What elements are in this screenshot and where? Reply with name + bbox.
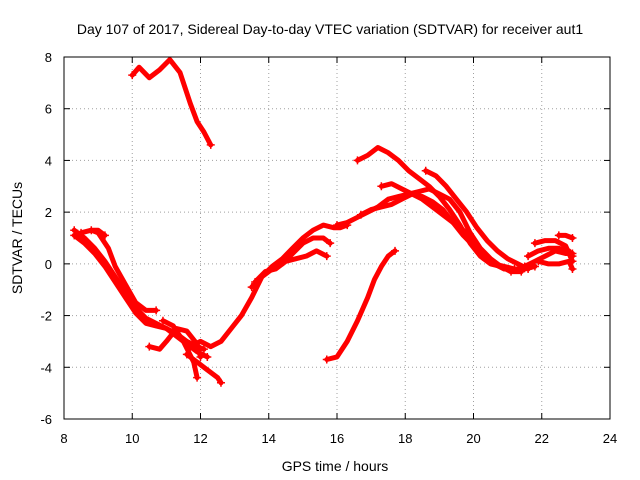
- series-line-arc-12: [324, 248, 398, 362]
- x-tick-label: 14: [262, 431, 276, 446]
- series-marker: [510, 265, 519, 274]
- series-marker: [554, 231, 563, 240]
- series-marker: [377, 182, 386, 191]
- series-marker: [568, 265, 577, 274]
- x-tick-label: 22: [535, 431, 549, 446]
- y-tick-label: -6: [40, 412, 52, 427]
- x-tick-label: 18: [398, 431, 412, 446]
- series-marker: [333, 221, 341, 230]
- chart-title: Day 107 of 2017, Sidereal Day-to-day VTE…: [77, 21, 584, 37]
- x-tick-label: 10: [125, 431, 139, 446]
- grid-lines: [64, 57, 610, 419]
- series-marker: [203, 352, 212, 361]
- y-tick-label: -4: [40, 360, 52, 375]
- y-tick-label: 8: [45, 50, 52, 65]
- y-axis-ticks: -6 -4 -2 0 2 4 6 8: [40, 50, 610, 427]
- series-marker: [182, 350, 191, 359]
- y-tick-label: 2: [45, 205, 52, 220]
- series-marker: [322, 252, 331, 261]
- series-marker: [216, 378, 225, 387]
- series-marker: [199, 345, 208, 354]
- series-marker: [87, 226, 96, 235]
- data-series: [70, 57, 577, 387]
- x-axis-label: GPS time / hours: [282, 458, 389, 474]
- series-marker: [196, 352, 205, 361]
- x-axis-ticks: 8 10 12 14 16 18 20 22 24: [60, 57, 617, 446]
- series-line-arc-3: [78, 227, 159, 313]
- y-tick-label: 6: [45, 102, 52, 117]
- series-marker: [247, 283, 256, 292]
- series-marker: [520, 262, 529, 271]
- series-marker: [100, 231, 109, 240]
- y-axis-label: SDTVAR / TECUs: [9, 182, 25, 294]
- series-marker: [77, 228, 86, 237]
- series-marker: [152, 306, 161, 315]
- series-marker: [128, 71, 137, 80]
- series-marker: [145, 342, 154, 351]
- series-marker: [70, 231, 79, 240]
- series-marker: [534, 257, 543, 266]
- series-marker: [568, 234, 577, 242]
- series-line-arc-7: [184, 351, 224, 386]
- x-tick-label: 20: [466, 431, 480, 446]
- series-marker: [353, 156, 362, 165]
- series-marker: [251, 277, 260, 286]
- series-marker: [530, 239, 539, 248]
- series-marker: [186, 342, 195, 351]
- series-marker: [391, 246, 400, 255]
- y-tick-label: 0: [45, 257, 52, 272]
- series-line-arc-11: [252, 248, 330, 285]
- series-line-arc-6: [160, 318, 200, 381]
- x-tick-label: 12: [193, 431, 207, 446]
- x-tick-label: 16: [330, 431, 344, 446]
- series-line-arc-17: [423, 168, 531, 272]
- y-tick-label: -2: [40, 309, 52, 324]
- y-tick-label: 4: [45, 153, 52, 168]
- x-tick-label: 8: [60, 431, 67, 446]
- series-marker: [193, 373, 202, 382]
- series-marker: [524, 252, 533, 261]
- series-marker: [421, 166, 430, 175]
- x-tick-label: 24: [603, 431, 617, 446]
- series-marker: [322, 355, 331, 364]
- series-marker: [326, 239, 335, 248]
- series-marker: [356, 210, 365, 219]
- series-line-arc-8: [129, 57, 214, 148]
- series-line-arc-21: [535, 258, 575, 272]
- series-line-arc-16: [378, 181, 517, 272]
- series-marker: [206, 140, 215, 149]
- series-line-arc-20: [532, 238, 575, 264]
- series-marker: [158, 316, 167, 325]
